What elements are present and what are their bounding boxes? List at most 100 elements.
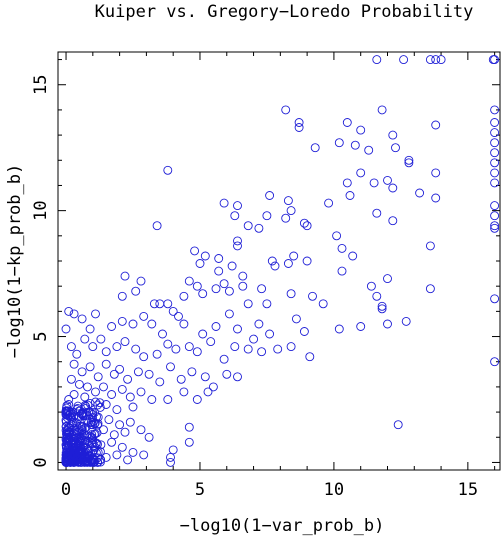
data-point <box>372 208 382 218</box>
data-point <box>179 291 189 301</box>
data-point <box>224 309 234 319</box>
data-point <box>61 426 71 435</box>
data-point <box>131 344 141 354</box>
data-point <box>233 236 242 246</box>
data-point <box>184 422 194 432</box>
data-point <box>63 413 73 423</box>
data-point <box>308 291 317 301</box>
data-point <box>139 352 149 362</box>
data-point <box>168 445 178 455</box>
data-point <box>112 342 122 352</box>
data-point <box>91 397 100 407</box>
data-point <box>155 299 165 309</box>
data-point <box>131 286 141 296</box>
data-point <box>163 299 173 309</box>
data-point <box>69 390 79 399</box>
data-point <box>83 382 92 392</box>
data-point <box>262 299 272 309</box>
data-point <box>128 447 138 457</box>
data-point <box>77 425 87 435</box>
x-tick-label: 15 <box>458 480 478 500</box>
data-point <box>310 143 320 153</box>
data-point <box>243 344 253 354</box>
data-point <box>219 279 229 289</box>
data-point <box>192 347 202 357</box>
data-point <box>490 221 500 231</box>
data-point <box>233 324 242 334</box>
data-point <box>83 400 93 410</box>
data-point <box>289 251 299 261</box>
data-point <box>163 395 173 404</box>
data-point <box>206 337 216 347</box>
data-point <box>190 246 200 256</box>
data-point <box>139 450 149 460</box>
data-point <box>66 342 76 352</box>
data-point <box>93 439 102 449</box>
data-point <box>233 241 242 251</box>
data-point <box>80 392 90 402</box>
data-point <box>136 387 146 397</box>
data-point <box>80 401 90 410</box>
data-point <box>265 329 275 339</box>
data-point <box>425 241 435 251</box>
data-point <box>104 415 114 425</box>
data-point <box>254 319 264 329</box>
data-point <box>109 369 119 379</box>
data-point <box>96 334 106 344</box>
data-point <box>73 439 83 449</box>
data-point <box>364 145 374 155</box>
data-point <box>490 158 500 168</box>
data-point <box>431 55 441 65</box>
data-point <box>257 347 267 357</box>
data-point <box>158 329 167 339</box>
data-point <box>233 372 242 382</box>
data-point <box>107 437 117 447</box>
data-point <box>233 201 242 211</box>
data-point <box>69 309 79 319</box>
data-point <box>294 123 304 132</box>
data-point <box>230 342 240 352</box>
data-point <box>490 138 500 148</box>
data-point <box>281 213 291 223</box>
data-point <box>227 261 237 271</box>
data-point <box>283 196 293 206</box>
data-point <box>128 319 138 329</box>
data-point <box>377 105 387 115</box>
data-point <box>490 168 500 178</box>
data-point <box>324 198 334 208</box>
x-tick-label: 10 <box>324 480 344 500</box>
y-tick-label: 0 <box>31 457 51 467</box>
data-point <box>243 221 253 231</box>
data-point <box>101 400 111 409</box>
data-point <box>490 148 500 158</box>
data-point <box>82 416 92 426</box>
data-point <box>85 431 95 441</box>
data-point <box>72 349 82 359</box>
data-point <box>415 188 425 198</box>
y-axis-label: −log10(1−kp_prob_b) <box>5 164 25 358</box>
data-point <box>144 369 154 379</box>
data-point <box>337 243 347 253</box>
data-point <box>66 408 76 418</box>
data-point <box>117 384 127 394</box>
axis-ticks: 0 5 10 15 0 5 10 15 <box>31 52 500 500</box>
data-point <box>71 456 81 466</box>
data-point <box>93 372 103 382</box>
data-point <box>334 138 344 148</box>
data-point <box>91 309 100 319</box>
data-point <box>184 342 194 352</box>
data-point <box>107 390 117 399</box>
data-point <box>243 299 253 309</box>
data-points <box>61 55 500 467</box>
data-point <box>61 415 71 425</box>
data-point <box>383 319 392 329</box>
data-point <box>404 155 414 165</box>
data-point <box>123 374 133 384</box>
data-point <box>490 105 500 115</box>
data-point <box>95 402 105 412</box>
data-point <box>219 198 229 208</box>
data-point <box>92 412 101 422</box>
data-point <box>230 211 240 221</box>
data-point <box>198 289 208 299</box>
